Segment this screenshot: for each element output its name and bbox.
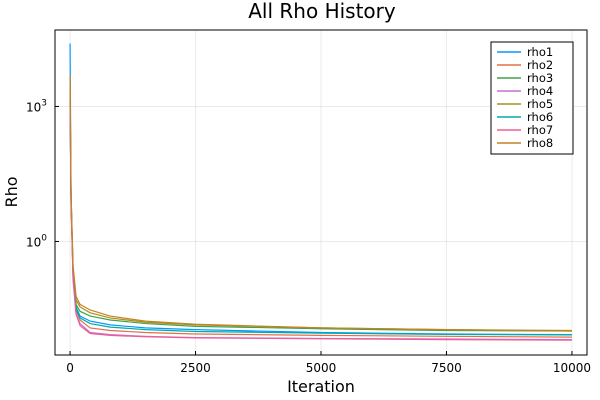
legend-label-rho8: rho8: [527, 136, 553, 150]
legend-box: [490, 41, 574, 155]
legend-label-rho4: rho4: [527, 84, 553, 98]
series-line-rho8: [69, 74, 572, 332]
plot-series: [69, 43, 572, 341]
y-axis-label: Rho: [2, 176, 21, 207]
legend-label-rho1: rho1: [527, 45, 553, 59]
legend-label-rho6: rho6: [527, 110, 553, 124]
chart-title: All Rho History: [248, 0, 396, 23]
y-tick-label: 100: [26, 233, 47, 249]
legend-label-rho7: rho7: [527, 123, 553, 137]
x-tick-label: 2500: [180, 361, 211, 375]
y-axis-ticks: 100 103: [26, 98, 59, 249]
x-tick-label: 7500: [431, 361, 462, 375]
x-tick-label: 5000: [306, 361, 337, 375]
x-tick-label: 0: [66, 361, 74, 375]
legend-label-rho5: rho5: [527, 97, 553, 111]
x-axis-ticks: 0 2500 5000 7500 10000: [66, 351, 591, 375]
legend-label-rho3: rho3: [527, 71, 553, 85]
x-axis-label: Iteration: [287, 377, 355, 396]
legend-label-rho2: rho2: [527, 58, 553, 72]
x-tick-label: 10000: [553, 361, 591, 375]
y-tick-label: 103: [26, 98, 47, 114]
